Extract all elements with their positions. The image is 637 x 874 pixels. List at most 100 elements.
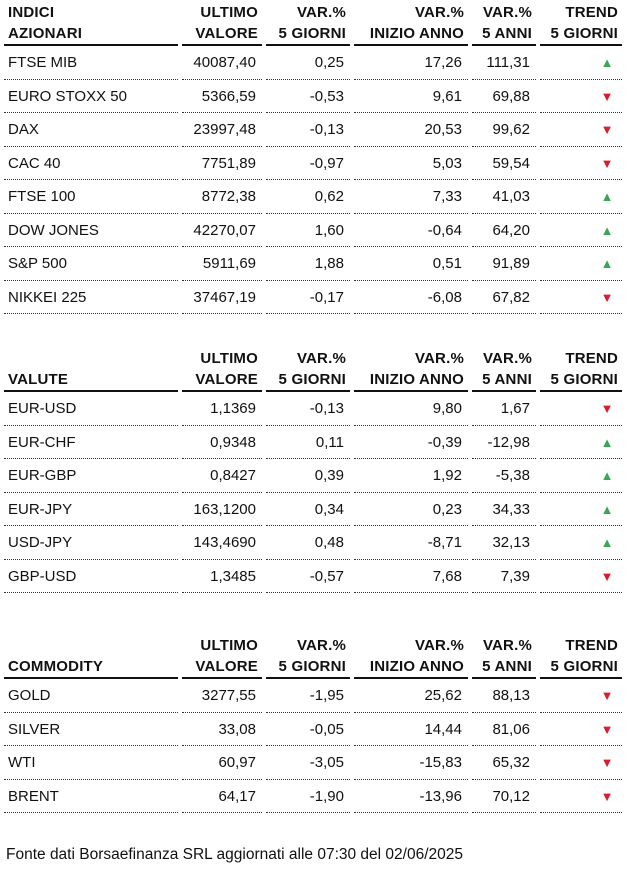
row-rule xyxy=(4,424,178,426)
header-rule xyxy=(354,390,468,392)
section-title: COMMODITY xyxy=(8,635,103,677)
row-rule xyxy=(182,313,262,314)
column-header-line: 5 ANNI xyxy=(482,25,532,42)
table-header: COMMODITY ULTIMO VALORE VAR.% 5 GIORNI VAR.% I… xyxy=(4,637,622,679)
header-rule xyxy=(472,44,536,46)
column-header: TREND 5 GIORNI xyxy=(551,2,618,44)
column-header-line: VALORE xyxy=(195,25,258,42)
row-rule xyxy=(266,212,350,214)
triangle-up-icon: ▲ xyxy=(600,256,614,271)
row-rule xyxy=(472,812,536,813)
column-header: VAR.% INIZIO ANNO xyxy=(370,348,464,390)
ultimo-value: 60,97 xyxy=(218,754,256,771)
var5g-value: -0,57 xyxy=(309,567,344,585)
column-header-line: VAR.% xyxy=(482,350,532,367)
row-rule xyxy=(540,279,622,281)
var5g-value: 1,60 xyxy=(314,221,344,239)
var5g-value: -0,13 xyxy=(309,121,344,138)
row-rule xyxy=(472,212,536,214)
column-header: VAR.% 5 GIORNI xyxy=(279,348,346,390)
triangle-down-icon: ▼ xyxy=(600,788,614,804)
header-rule xyxy=(182,44,262,46)
varInizio-value: 7,33 xyxy=(432,188,462,205)
row-rule xyxy=(472,279,536,281)
header-rule xyxy=(540,390,622,392)
instrument-name: S&P 500 xyxy=(8,255,67,272)
table-row: S&P 500 5911,69 1,88 0,51 91,89 ▲ xyxy=(4,247,622,281)
instrument-name: EUR-JPY xyxy=(8,500,73,518)
row-rule xyxy=(540,745,622,746)
row-rule xyxy=(472,491,536,493)
row-rule xyxy=(4,145,178,147)
ultimo-value: 0,9348 xyxy=(210,433,256,451)
row-rule xyxy=(354,112,468,113)
column-header-line: TREND xyxy=(565,350,618,367)
section-indici: INDICI AZIONARI ULTIMO VALORE VAR.% 5 GIORNI V… xyxy=(4,4,622,314)
section-title: VALUTE xyxy=(8,348,68,390)
row-rule xyxy=(182,491,262,493)
varInizio-value: 14,44 xyxy=(424,720,462,738)
header-rule xyxy=(540,677,622,679)
header-rule xyxy=(182,677,262,679)
row-rule xyxy=(266,246,350,247)
row-rule xyxy=(472,778,536,780)
column-header: ULTIMO VALORE xyxy=(195,348,258,390)
row-rule xyxy=(540,558,622,560)
section-title-line: COMMODITY xyxy=(8,658,104,675)
var5g-value: 0,39 xyxy=(314,467,344,484)
header-rule xyxy=(354,677,468,679)
row-rule xyxy=(4,212,178,214)
var5a-value: 65,32 xyxy=(492,754,530,771)
row-rule xyxy=(182,592,262,593)
var5g-value: -1,90 xyxy=(309,787,344,805)
var5a-value: 81,06 xyxy=(492,720,530,738)
var5g-value: -3,05 xyxy=(309,754,344,771)
row-rule xyxy=(354,558,468,560)
triangle-down-icon: ▼ xyxy=(600,88,614,104)
table-row: CAC 40 7751,89 -0,97 5,03 59,54 ▼ xyxy=(4,147,622,180)
row-rule xyxy=(472,78,536,80)
table-header: INDICI AZIONARI ULTIMO VALORE VAR.% 5 GIORNI V… xyxy=(4,4,622,46)
row-rule xyxy=(266,778,350,780)
row-rule xyxy=(472,424,536,426)
row-rule xyxy=(540,458,622,459)
row-rule xyxy=(540,424,622,426)
table-row: NIKKEI 225 37467,19 -0,17 -6,08 67,82 ▼ xyxy=(4,281,622,314)
ultimo-value: 42270,07 xyxy=(193,221,256,239)
column-header: ULTIMO VALORE xyxy=(195,2,258,44)
row-rule xyxy=(182,212,262,214)
varInizio-value: 1,92 xyxy=(432,467,462,484)
row-rule xyxy=(182,246,262,247)
row-rule xyxy=(472,711,536,713)
section-title-line xyxy=(8,348,68,369)
row-rule xyxy=(354,313,468,314)
row-rule xyxy=(540,812,622,813)
triangle-down-icon: ▼ xyxy=(600,155,614,171)
row-rule xyxy=(540,525,622,526)
row-rule xyxy=(182,424,262,426)
var5a-value: 69,88 xyxy=(492,87,530,105)
row-rule xyxy=(540,711,622,713)
row-rule xyxy=(4,458,178,459)
ultimo-value: 1,1369 xyxy=(210,400,256,417)
row-rule xyxy=(266,711,350,713)
row-rule xyxy=(266,179,350,180)
varInizio-value: -13,96 xyxy=(419,787,462,805)
column-header: VAR.% 5 GIORNI xyxy=(279,635,346,677)
column-header-line: ULTIMO xyxy=(200,4,258,21)
varInizio-value: -0,39 xyxy=(427,433,462,451)
triangle-up-icon: ▲ xyxy=(600,222,614,238)
column-header: VAR.% 5 ANNI xyxy=(482,2,532,44)
row-rule xyxy=(266,745,350,746)
table-row: EURO STOXX 50 5366,59 -0,53 9,61 69,88 ▼ xyxy=(4,80,622,113)
row-rule xyxy=(266,458,350,459)
triangle-up-icon: ▲ xyxy=(600,468,614,483)
row-rule xyxy=(472,179,536,180)
section-title-line: AZIONARI xyxy=(8,25,83,42)
var5a-value: 88,13 xyxy=(492,687,530,704)
column-header-line: VALORE xyxy=(195,658,258,675)
triangle-down-icon: ▼ xyxy=(600,122,614,137)
triangle-up-icon: ▲ xyxy=(600,434,614,450)
var5g-value: 0,34 xyxy=(314,500,344,518)
row-rule xyxy=(472,112,536,113)
